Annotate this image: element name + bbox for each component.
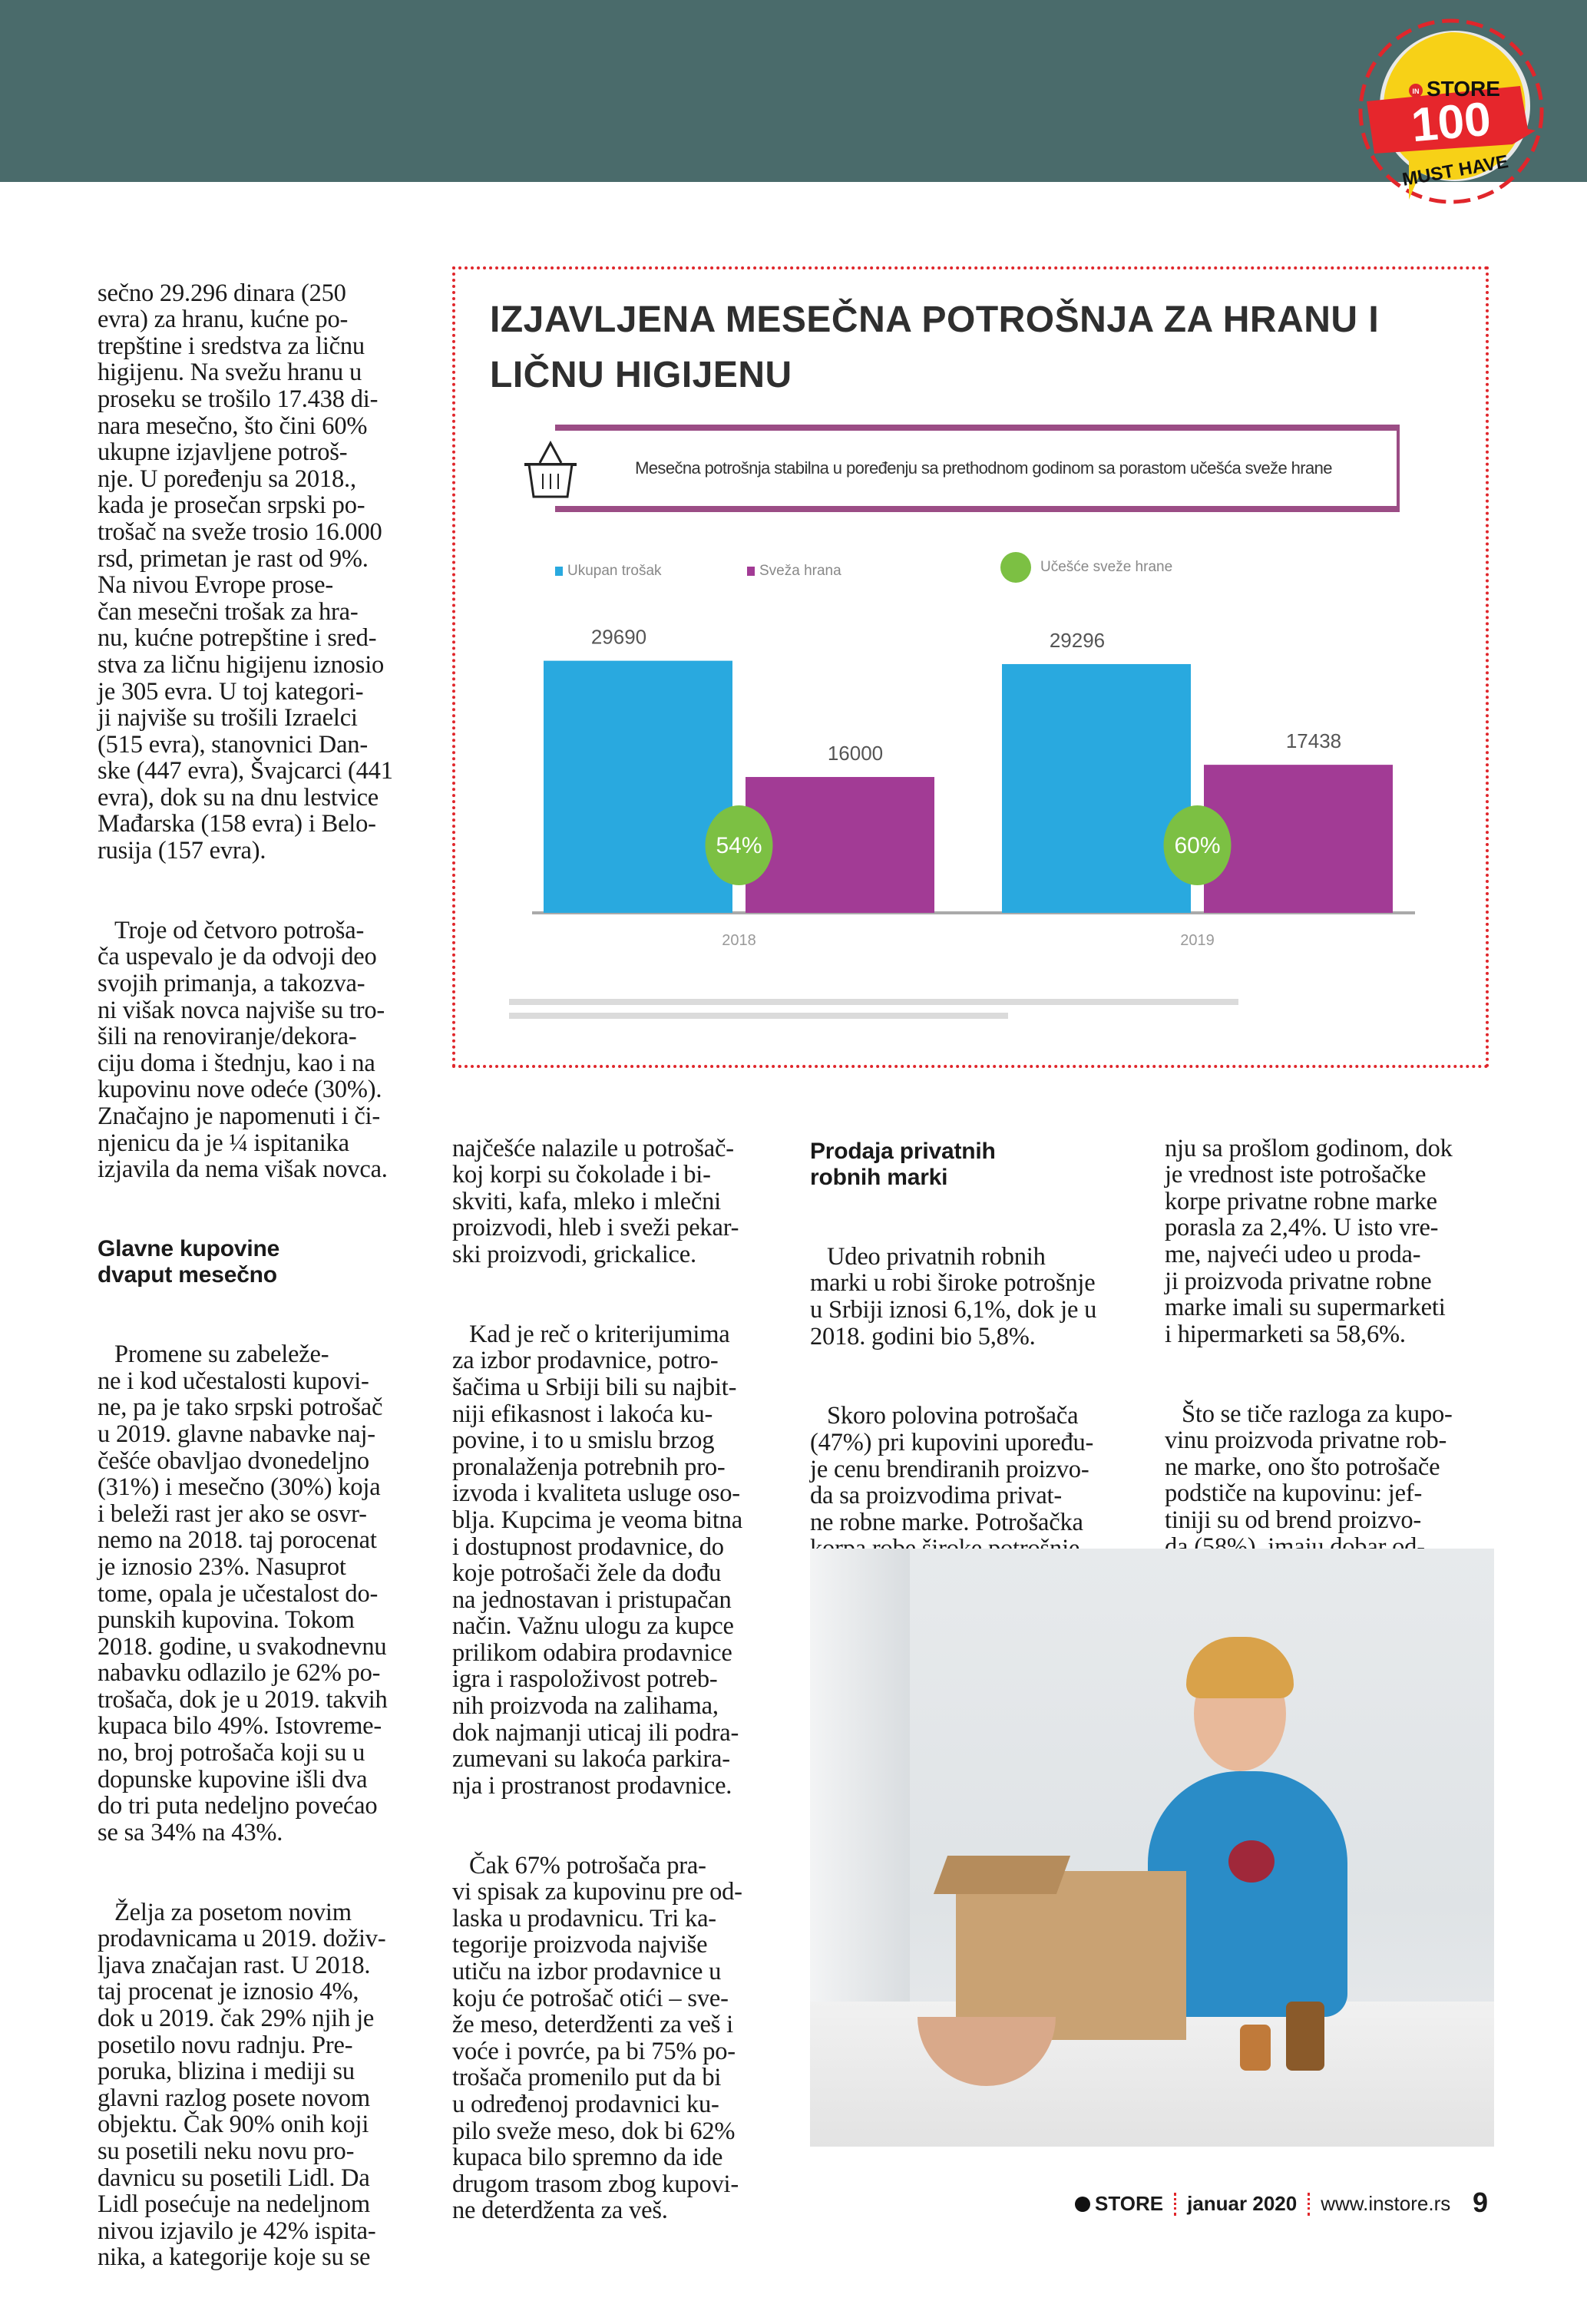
- section-heading: Prodaja privatnih robnih marki: [810, 1138, 996, 1190]
- share-circle: [1163, 805, 1232, 885]
- paragraph: najčešće nalazile u potrošač- koj korpi …: [452, 1134, 739, 1268]
- legend-item-share: Učešće sveže hrane: [1000, 552, 1172, 583]
- footer-url[interactable]: www.instore.rs: [1321, 2192, 1451, 2215]
- chart-subtitle: Mesečna potrošnja stabilna u poređenju s…: [635, 458, 1332, 478]
- legend-label: Učešće sveže hrane: [1040, 559, 1173, 575]
- legend-label: Sveža hrana: [759, 563, 841, 579]
- source-note-line: [509, 1013, 1008, 1019]
- article-column-4: nju sa prošlom godinom, dok je vrednost …: [1165, 1109, 1486, 1613]
- chart-box: IZJAVLJENA MESEČNA POTROŠNJA ZA HRANU I …: [452, 266, 1489, 1068]
- bar-value-label: 29690: [591, 626, 646, 649]
- divider: [1308, 2192, 1311, 2216]
- footer-issue: januar 2020: [1187, 2192, 1298, 2215]
- share-label: 54%: [716, 833, 762, 858]
- legend-swatch: [555, 567, 563, 576]
- share-circle: [705, 805, 773, 885]
- svg-text:IN: IN: [1413, 88, 1420, 95]
- legend-swatch-circle: [1000, 552, 1031, 583]
- x-tick-label: 2019: [1180, 932, 1215, 949]
- footer-brand: STORE: [1075, 2192, 1163, 2216]
- paragraph: Kad je reč o kriterijumima za izbor prod…: [452, 1320, 742, 1800]
- paragraph: Čak 67% potrošača pra- vi spisak za kupo…: [452, 1851, 742, 2225]
- footer-brand-text: STORE: [1095, 2192, 1164, 2215]
- bar-2019-total: [1002, 663, 1191, 913]
- legend-item-total: Ukupan trošak: [555, 563, 662, 580]
- paragraph: Što se tiče razloga za kupo- vinu proizv…: [1165, 1400, 1453, 1561]
- paragraph: Udeo privatnih robnih marki u robi širok…: [810, 1242, 1097, 1350]
- article-column-3: Prodaja privatnih robnih marki Udeo priv…: [810, 1112, 1131, 1642]
- bar-value-label: 29296: [1050, 629, 1105, 652]
- header-band: [0, 0, 1587, 182]
- article-column-1: sečno 29.296 dinara (250 evra) za hranu,…: [98, 253, 418, 2324]
- photo-woman-unpacking-groceries: [810, 1549, 1494, 2147]
- legend-item-fresh-food: Sveža hrana: [747, 563, 841, 580]
- source-note-line: [509, 999, 1238, 1005]
- badge-brand: STORE: [1427, 77, 1500, 101]
- x-tick-label: 2018: [722, 932, 756, 949]
- chart-subtitle-box: Mesečna potrošnja stabilna u poređenju s…: [555, 425, 1400, 512]
- bar-value-label: 17438: [1286, 729, 1341, 752]
- bar-2018-fresh-food: [746, 777, 934, 913]
- shopping-basket-icon: [524, 440, 577, 498]
- paragraph: sečno 29.296 dinara (250 evra) za hranu,…: [98, 279, 393, 865]
- paragraph: nju sa prošlom godinom, dok je vrednost …: [1165, 1134, 1453, 1348]
- legend-label: Ukupan trošak: [567, 563, 662, 579]
- page-number: 9: [1473, 2187, 1489, 2218]
- legend-swatch: [747, 567, 755, 576]
- bar-2018-total: [544, 660, 732, 913]
- bar-2019-fresh-food: [1204, 765, 1393, 913]
- page-footer: STORE januar 2020 www.instore.rs: [1075, 2192, 1450, 2216]
- article-column-2: najčešće nalazile u potrošač- koj korpi …: [452, 1109, 773, 2277]
- instore-100-must-have-badge: IN STORE 100 MUST HAVE: [1358, 18, 1544, 204]
- chart-title: IZJAVLJENA MESEČNA POTROŠNJA ZA HRANU I …: [490, 299, 1380, 395]
- paragraph: Promene su zabeleže- ne i kod učestalost…: [98, 1341, 388, 1846]
- badge-number: 100: [1409, 93, 1493, 153]
- paragraph: Troje od četvoro potroša- ča uspevalo je…: [98, 916, 388, 1184]
- bar-value-label: 16000: [828, 742, 883, 765]
- divider: [1174, 2192, 1177, 2216]
- section-heading: Glavne kupovine dvaput mesečno: [98, 1235, 280, 1288]
- share-label: 60%: [1174, 833, 1220, 858]
- paragraph: Želja za posetom novim prodavnicama u 20…: [98, 1898, 386, 2272]
- bar-chart: 29690 16000 54% 2018 29296 17438 60% 2019: [532, 626, 1415, 949]
- instore-logo-icon: [1075, 2196, 1090, 2212]
